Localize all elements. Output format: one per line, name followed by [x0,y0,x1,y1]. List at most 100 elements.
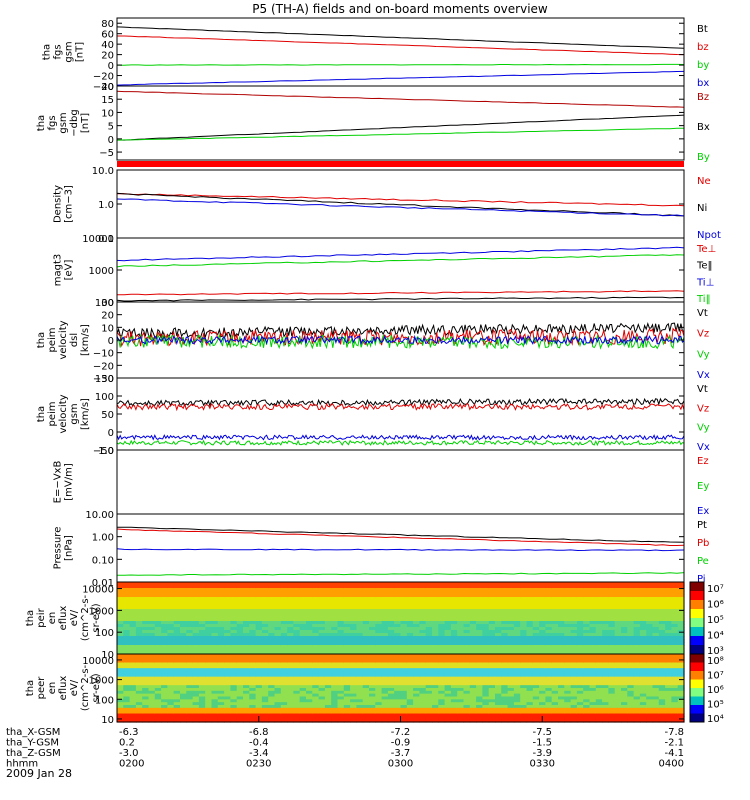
spectrogram-cell [375,639,383,643]
spectrogram-cell [217,582,225,586]
spectrogram-cell [627,702,635,706]
legend-entry: Bt [697,24,708,35]
spectrogram-cell [450,624,458,628]
spectrogram-cell [595,642,603,646]
spectrogram-cell [602,693,609,698]
spectrogram-cell [243,659,250,664]
spectrogram-cell [646,656,654,661]
spectrogram-cell [432,665,439,669]
spectrogram-cell [205,690,213,695]
x-axis-row-label: hhmm [6,759,38,770]
y-axis-label-line: [km/s] [80,398,91,430]
spectrogram-cell [545,699,553,703]
spectrogram-cell [318,705,326,709]
colorbar-tick-label: 10⁷ [707,584,724,595]
spectrogram-cell [646,624,654,628]
spectrogram-cell [583,585,591,589]
spectrogram-cell [148,702,156,706]
spectrogram-cell [576,673,584,678]
spectrogram-cell [602,659,609,664]
spectrogram-cell [627,627,635,631]
spectrogram-cell [419,600,427,604]
spectrogram-cell [337,612,345,616]
spectrogram-cell [463,606,471,610]
spectrogram-cell [331,639,339,643]
spectrogram-cell [457,594,465,598]
spectrogram-cell [652,685,660,689]
spectrogram-cell [123,668,131,672]
spectrogram-cell [513,707,521,712]
spectrogram-cell [652,713,660,717]
spectrogram-cell [394,668,402,672]
spectrogram-cell [652,682,660,686]
spectrogram-cell [293,621,301,625]
spectrogram-cell [665,679,672,683]
spectrogram-cell [507,633,515,637]
spectrogram-cell [369,612,376,616]
spectrogram-cell [545,636,553,640]
spectrogram-cell [614,642,622,646]
spectrogram-cell [671,682,679,686]
spectrogram-cell [501,688,509,692]
spectrogram-cell [652,621,660,625]
spectrogram-cell [394,679,402,683]
spectrogram-cell [280,618,288,622]
y-axis-label-line: (cm^2-s- [80,664,91,711]
spectrogram-cell [356,699,364,703]
spectrogram-cell [369,630,376,634]
spectrogram-cell [205,633,213,637]
y-tick-label: 1.0 [98,446,114,457]
spectrogram-cell [117,654,124,658]
spectrogram-cell [425,591,433,595]
spectrogram-cell [627,673,635,678]
spectrogram-cell [299,636,307,640]
spectrogram-cell [180,633,187,637]
spectrogram-cell [243,679,250,683]
spectrogram-cell [633,624,641,628]
spectrogram-cell [551,609,559,613]
spectrogram-cell [570,671,578,675]
spectrogram-cell [513,585,521,589]
spectrogram-cell [387,682,395,686]
spectrogram-cell [482,627,490,631]
spectrogram-cell [564,713,572,717]
spectrogram-cell [614,630,622,634]
spectrogram-cell [444,656,452,661]
spectrogram-cell [665,597,672,601]
spectrogram-cell [482,624,490,628]
spectrogram-cell [425,597,433,601]
spectrogram-cell [463,682,471,686]
spectrogram-cell [211,621,219,625]
spectrogram-cell [224,633,231,637]
spectrogram-cell [425,615,433,619]
spectrogram-cell [646,603,654,607]
spectrogram-cell [432,645,439,649]
spectrogram-cell [633,656,641,661]
spectrogram-cell [501,582,509,586]
spectrogram-cell [343,627,351,631]
spectrogram-cell [665,719,672,723]
spectrogram-cell [520,682,528,686]
spectrogram-cell [639,673,647,678]
spectrogram-cell [413,642,420,646]
colorbar-segment [690,636,704,646]
spectrogram-cell [608,603,616,607]
spectrogram-cell [148,591,156,595]
spectrogram-cell [406,645,414,649]
spectrogram-cell [255,693,263,698]
spectrogram-cell [173,682,181,686]
spectrogram-cell [595,624,603,628]
spectrogram-cell [255,713,263,717]
spectrogram-cell [123,699,131,703]
spectrogram-cell [161,705,168,709]
spectrogram-cell [614,713,622,717]
spectrogram-cell [589,612,597,616]
spectrogram-cell [255,642,263,646]
spectrogram-cell [444,612,452,616]
spectrogram-cell [576,585,584,589]
spectrogram-cell [677,688,685,692]
spectrogram-cell [539,682,546,686]
spectrogram-cell [646,699,654,703]
spectrogram-cell [268,618,276,622]
spectrogram-cell [192,696,200,700]
